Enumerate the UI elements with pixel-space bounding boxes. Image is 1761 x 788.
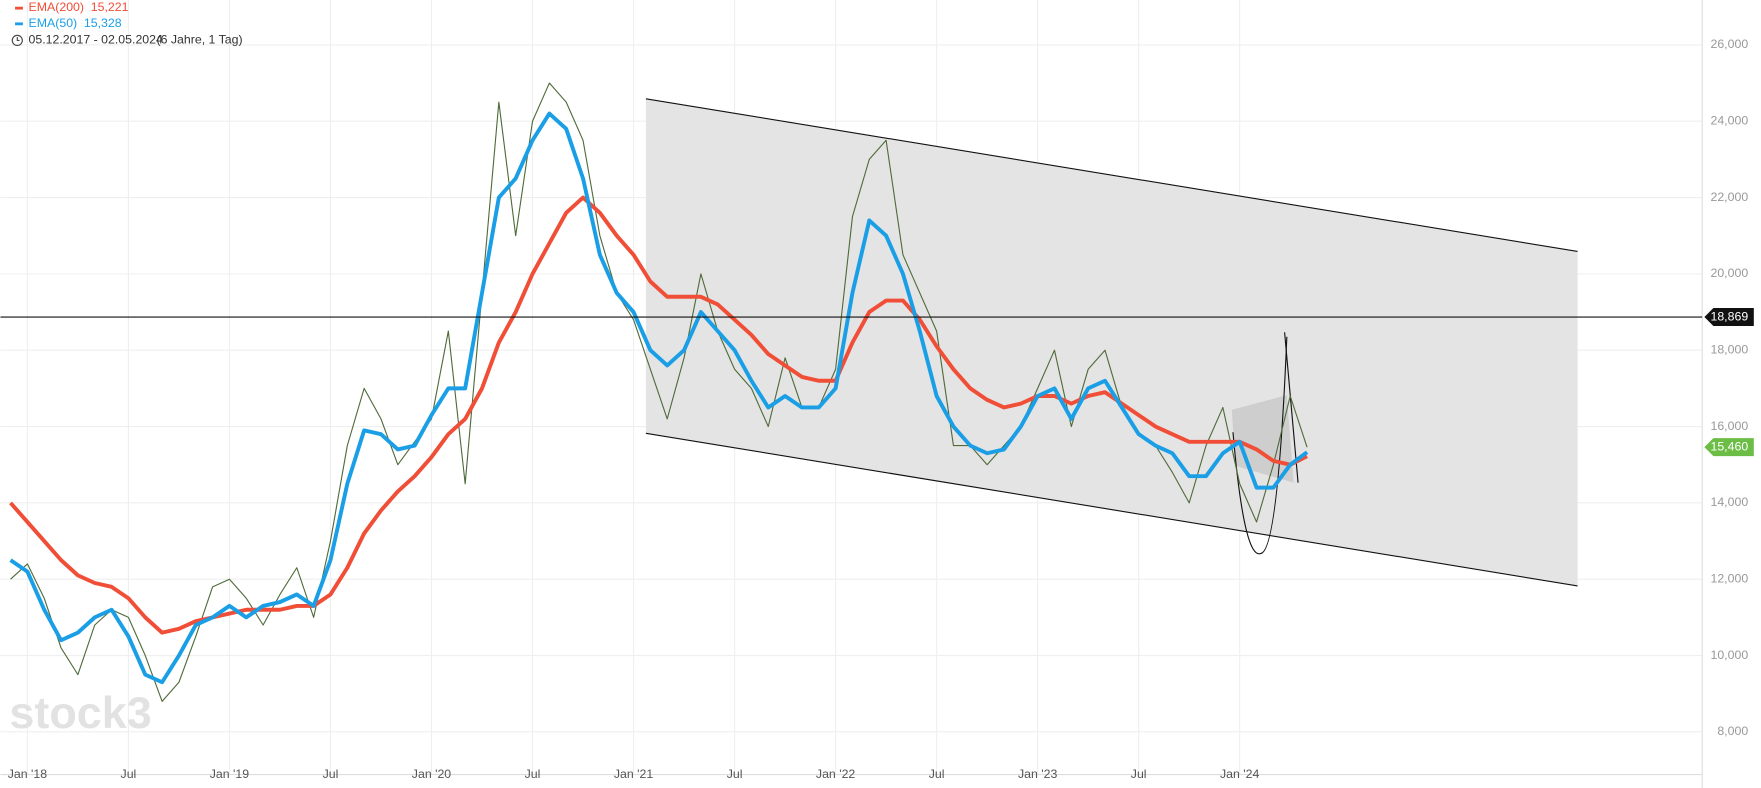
legend-swatch: [15, 6, 23, 10]
watermark: stock3: [9, 687, 151, 738]
x-tick-label: Jan '22: [816, 767, 856, 781]
date-range: 05.12.2017 - 02.05.2024: [29, 33, 164, 47]
ema-line: [9, 195, 1308, 635]
x-tick-label: Jan '19: [210, 767, 250, 781]
channel-upper: [645, 98, 1578, 252]
legend-label: EMA(50): [29, 16, 78, 30]
x-tick-label: Jul: [929, 767, 945, 781]
plot: [9, 82, 1309, 702]
trend-line: [1284, 332, 1299, 483]
price-marker-label: 15,460: [1710, 439, 1748, 453]
x-tick-label: Jul: [525, 767, 541, 781]
legend-label: EMA(200): [29, 0, 85, 14]
y-tick-label: 8,000: [1717, 724, 1748, 738]
y-tick-label: 20,000: [1710, 266, 1748, 280]
price-marker: [1704, 308, 1754, 327]
x-tick-label: Jan '24: [1220, 767, 1260, 781]
period: (6 Jahre, 1 Tag): [156, 33, 242, 47]
y-tick-label: 16,000: [1710, 419, 1748, 433]
channel: [645, 98, 1578, 586]
legend-value: 15,328: [84, 16, 122, 30]
price-marker-label: 18,869: [1710, 309, 1748, 323]
y-tick-label: 24,000: [1710, 113, 1748, 127]
legend-value: 15,221: [91, 0, 129, 14]
y-tick-label: 26,000: [1710, 37, 1748, 51]
price-marker: [1704, 438, 1754, 457]
x-tick-label: Jan '18: [8, 767, 48, 781]
x-tick-label: Jan '23: [1018, 767, 1058, 781]
clock-icon: [11, 34, 23, 47]
x-tick-label: Jan '20: [412, 767, 452, 781]
cup-pattern: [1232, 336, 1288, 555]
x-tick-label: Jul: [727, 767, 743, 781]
legend-swatch: [15, 22, 23, 26]
x-tick-label: Jul: [121, 767, 137, 781]
x-tick-label: Jul: [323, 767, 339, 781]
ema-line: [9, 111, 1309, 685]
x-tick-label: Jul: [1131, 767, 1147, 781]
y-tick-label: 22,000: [1710, 190, 1748, 204]
y-tick-label: 14,000: [1710, 495, 1748, 509]
x-tick-label: Jan '21: [614, 767, 654, 781]
y-tick-label: 10,000: [1710, 648, 1748, 662]
channel-lower: [645, 432, 1578, 587]
y-tick-label: 12,000: [1710, 571, 1748, 585]
price-line: [10, 82, 1308, 702]
y-tick-label: 18,000: [1710, 342, 1748, 356]
